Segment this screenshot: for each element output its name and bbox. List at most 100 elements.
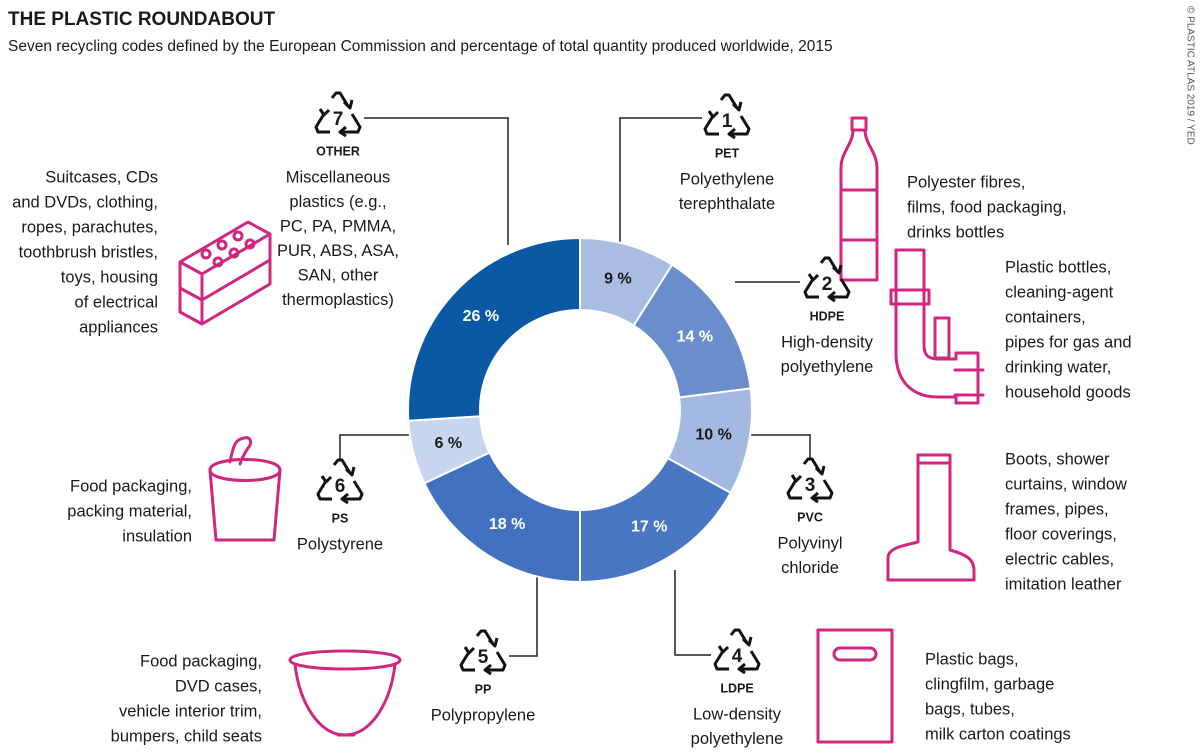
uses-text: milk carton coatings — [925, 725, 1071, 743]
uses-text: packing material, — [67, 502, 192, 520]
uses-text: electric cables, — [1005, 550, 1114, 568]
recycling-number: 4 — [732, 646, 743, 667]
value-label: 17 % — [631, 518, 667, 535]
uses-text: Plastic bags, — [925, 650, 1019, 668]
uses-text: clingfilm, garbage — [925, 675, 1054, 693]
leader-line — [339, 434, 412, 459]
uses-text: cleaning-agent — [1005, 283, 1114, 301]
code-label: PET — [715, 146, 740, 160]
recycling-arrows — [786, 457, 834, 504]
code-label: PS — [332, 511, 349, 525]
uses-text: Food packaging, — [70, 477, 192, 495]
uses-text: films, food packaging, — [907, 198, 1067, 216]
uses-text: insulation — [122, 527, 192, 545]
uses-text: household goods — [1005, 383, 1131, 401]
uses-text: imitation leather — [1005, 575, 1122, 593]
code-label: LDPE — [720, 681, 753, 695]
bottle-icon — [839, 116, 879, 282]
plastic-name: thermoplastics) — [282, 291, 394, 309]
plastic-name: Miscellaneous — [286, 168, 391, 186]
uses-text: and DVDs, clothing, — [12, 193, 158, 211]
recycling-arrows — [314, 91, 362, 138]
uses-text: appliances — [79, 318, 158, 336]
recycling-symbol: 7 — [314, 91, 362, 138]
plastic-name: Polystyrene — [297, 535, 383, 553]
uses-text: vehicle interior trim, — [119, 702, 262, 720]
leader-line — [674, 570, 711, 656]
recycling-arrows — [803, 256, 851, 303]
plastic-name: Polyvinyl — [777, 534, 842, 552]
plastic-name: Polypropylene — [431, 706, 536, 724]
uses-text: Plastic bottles, — [1005, 258, 1111, 276]
value-label: 14 % — [677, 328, 713, 345]
recycling-symbol: 2 — [803, 256, 851, 303]
recycling-number: 7 — [333, 109, 344, 130]
uses-text: frames, pipes, — [1005, 500, 1109, 518]
chart-subtitle: Seven recycling codes defined by the Eur… — [8, 38, 833, 55]
recycling-arrows — [316, 458, 364, 505]
recycling-arrows — [713, 628, 761, 675]
uses-text: DVD cases, — [175, 677, 262, 695]
value-label: 18 % — [489, 516, 525, 533]
uses-text: pipes for gas and — [1005, 333, 1132, 351]
recycling-symbol: 6 — [316, 458, 364, 505]
value-label: 6 % — [434, 435, 462, 452]
value-label: 26 % — [463, 308, 499, 325]
leader-line — [745, 434, 811, 458]
plastic-name: polyethylene — [781, 358, 874, 376]
uses-text: drinks bottles — [907, 223, 1004, 241]
leader-line — [509, 570, 538, 657]
pipe-icon — [889, 248, 985, 405]
leader-line — [364, 117, 509, 245]
value-label: 10 % — [695, 427, 731, 444]
recycling-symbol: 5 — [459, 629, 507, 676]
plastic-name: PC, PA, PMMA, — [280, 217, 396, 235]
boot-icon — [886, 453, 976, 582]
plastic-name: terephthalate — [679, 195, 775, 213]
value-label: 9 % — [604, 271, 632, 288]
plastic-name: PUR, ABS, ASA, — [277, 242, 399, 260]
plastic-name: SAN, other — [298, 266, 379, 284]
uses-text: Suitcases, CDs — [45, 168, 158, 186]
bag-icon — [816, 628, 894, 744]
recycling-arrows — [703, 93, 751, 140]
recycling-number: 2 — [822, 274, 833, 295]
uses-text: floor coverings, — [1005, 525, 1117, 543]
uses-text: Polyester fibres, — [907, 173, 1025, 191]
chart-title: THE PLASTIC ROUNDABOUT — [8, 9, 275, 30]
cup-icon — [208, 436, 282, 542]
plastic-name: High-density — [781, 333, 873, 351]
uses-text: curtains, window — [1005, 475, 1127, 493]
plastic-name: polyethylene — [691, 730, 784, 748]
uses-text: of electrical — [75, 293, 158, 311]
uses-text: toothbrush bristles, — [19, 243, 158, 261]
credit: © PLASTIC ATLAS 2019 / YED — [1184, 6, 1195, 145]
uses-text: toys, housing — [61, 268, 158, 286]
recycling-arrows — [459, 629, 507, 676]
code-label: PP — [475, 682, 492, 696]
plastic-name: Low-density — [693, 705, 782, 723]
plastic-name: plastics (e.g., — [289, 193, 386, 211]
code-label: PVC — [797, 510, 823, 524]
recycling-number: 5 — [478, 647, 489, 668]
plastic-name: Polyethylene — [680, 170, 774, 188]
recycling-symbol: 4 — [713, 628, 761, 675]
plastic-name: chloride — [781, 559, 839, 577]
recycling-number: 3 — [805, 475, 816, 496]
code-label: OTHER — [316, 144, 360, 158]
donut-segment — [407, 236, 581, 422]
uses-text: Boots, shower — [1005, 450, 1110, 468]
recycling-number: 1 — [722, 111, 733, 132]
recycling-number: 6 — [335, 476, 346, 497]
leader-line — [619, 117, 702, 250]
code-label: HDPE — [810, 309, 845, 323]
uses-text: bumpers, child seats — [111, 727, 262, 745]
recycling-symbol: 3 — [786, 457, 834, 504]
uses-text: Food packaging, — [140, 652, 262, 670]
uses-text: containers, — [1005, 308, 1086, 326]
bowl-icon — [288, 649, 402, 737]
recycling-symbol: 1 — [703, 93, 751, 140]
uses-text: drinking water, — [1005, 358, 1111, 376]
brick-icon — [178, 220, 272, 326]
